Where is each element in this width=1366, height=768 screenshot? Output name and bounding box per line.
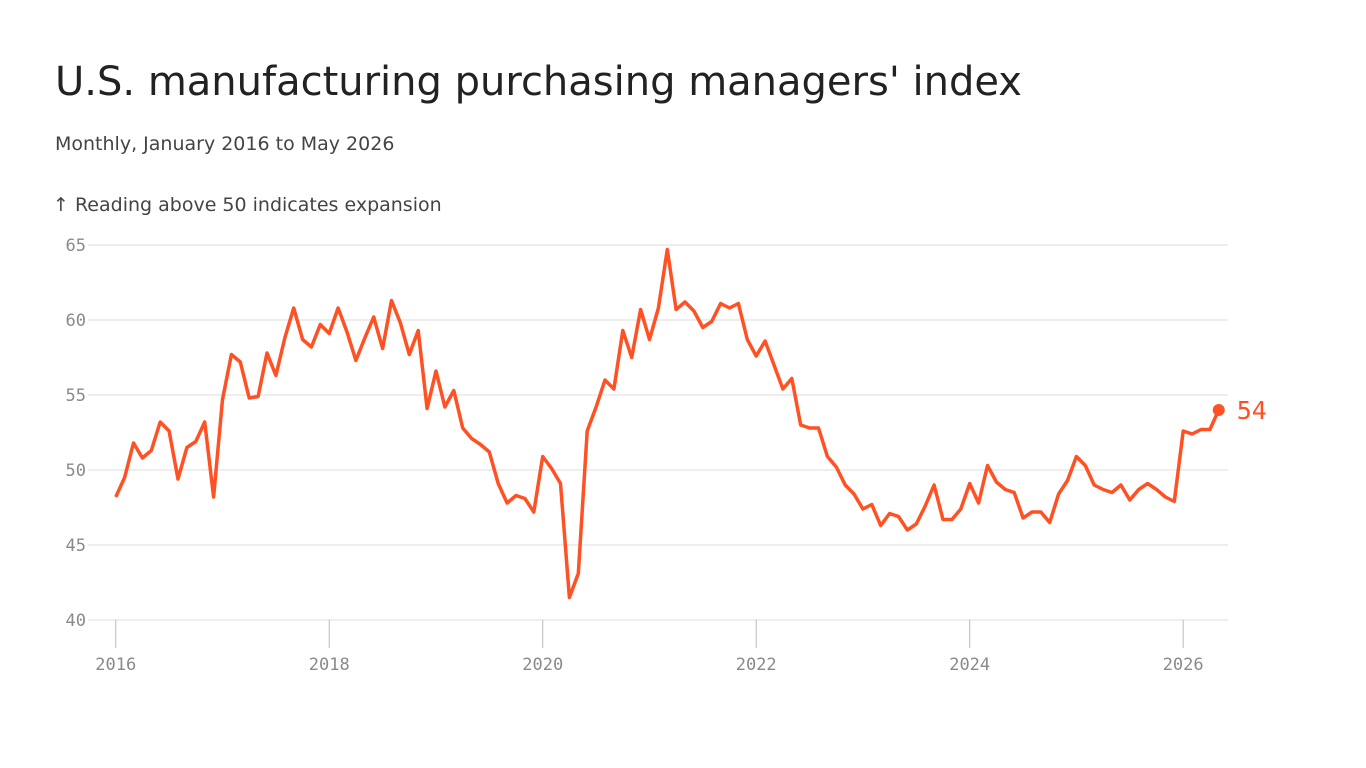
y-tick-label: 40 <box>66 611 86 631</box>
y-tick-label: 65 <box>66 236 86 256</box>
y-tick-label: 45 <box>66 536 86 556</box>
annotation: ↑ Reading above 50 indicates expansion <box>53 194 442 216</box>
chart-subtitle: Monthly, January 2016 to May 2026 <box>55 133 394 155</box>
y-tick-label: 55 <box>66 386 86 406</box>
x-tick-label: 2018 <box>309 655 350 675</box>
y-tick-label: 50 <box>66 461 86 481</box>
chart-title: U.S. manufacturing purchasing managers' … <box>55 59 1022 105</box>
x-tick-label: 2024 <box>949 655 990 675</box>
x-tick-label: 2016 <box>95 655 136 675</box>
data-label: 54 <box>1237 396 1267 425</box>
end-point <box>1212 404 1225 416</box>
y-tick-label: 60 <box>66 311 86 331</box>
x-tick-label: 2026 <box>1163 655 1204 675</box>
line <box>114 247 1221 600</box>
x-tick-label: 2022 <box>736 655 777 675</box>
x-tick-label: 2020 <box>522 655 563 675</box>
